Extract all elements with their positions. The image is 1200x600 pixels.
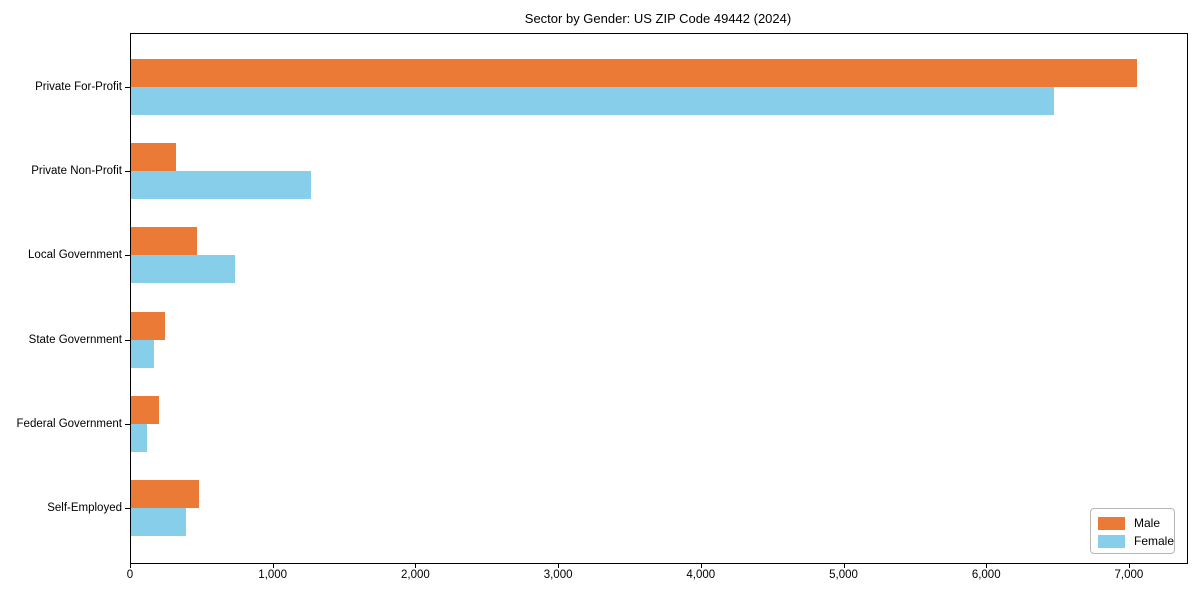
y-category-label: Private For-Profit	[35, 81, 122, 93]
x-tick-label: 6,000	[971, 569, 1001, 581]
female-color-swatch	[1098, 534, 1125, 548]
y-category-label: Local Government	[28, 249, 122, 262]
male-bar	[131, 395, 159, 424]
male-bar	[131, 227, 197, 256]
x-tick-mark	[843, 563, 845, 568]
male-bar	[131, 311, 165, 340]
male-color-swatch	[1098, 516, 1125, 530]
x-tick-label: 1,000	[258, 569, 288, 581]
x-tick-label: 2,000	[401, 569, 430, 581]
y-category-label: Private Non-Profit	[31, 165, 122, 178]
male-bar	[131, 59, 1137, 87]
y-category-label: Federal Government	[16, 417, 122, 430]
legend: Male Female	[1090, 508, 1175, 554]
y-tick-mark	[125, 171, 130, 173]
x-tick-mark	[700, 563, 702, 568]
female-bar	[131, 423, 147, 452]
x-tick-mark	[986, 563, 988, 568]
x-tick-label: 4,000	[686, 569, 716, 581]
female-bar	[131, 87, 1054, 115]
legend-label-male: Male	[1134, 516, 1161, 530]
female-bar	[131, 339, 154, 368]
y-category-label: Self-Employed	[47, 502, 122, 514]
y-tick-mark	[125, 339, 130, 341]
x-tick-mark	[1128, 563, 1130, 568]
female-bar	[131, 171, 311, 200]
legend-item-female: Female	[1098, 532, 1174, 550]
female-bar	[131, 255, 235, 284]
x-tick-label: 0	[126, 569, 134, 581]
chart-title: Sector by Gender: US ZIP Code 49442 (202…	[524, 11, 792, 26]
y-tick-mark	[125, 423, 130, 425]
x-tick-mark	[415, 563, 417, 568]
y-category-label: State Government	[28, 333, 122, 346]
x-tick-mark	[130, 563, 131, 568]
x-tick-label: 7,000	[1114, 569, 1144, 581]
plot-area	[130, 33, 1188, 564]
x-tick-mark	[272, 563, 274, 568]
x-tick-mark	[558, 563, 560, 568]
male-bar	[131, 480, 199, 508]
female-bar	[131, 508, 186, 536]
legend-label-female: Female	[1134, 534, 1175, 548]
y-tick-mark	[125, 508, 130, 509]
x-tick-label: 3,000	[543, 569, 573, 581]
y-tick-mark	[125, 87, 130, 88]
y-tick-mark	[125, 255, 130, 257]
x-tick-label: 5,000	[829, 569, 858, 581]
male-bar	[131, 143, 176, 172]
legend-item-male: Male	[1098, 514, 1174, 532]
